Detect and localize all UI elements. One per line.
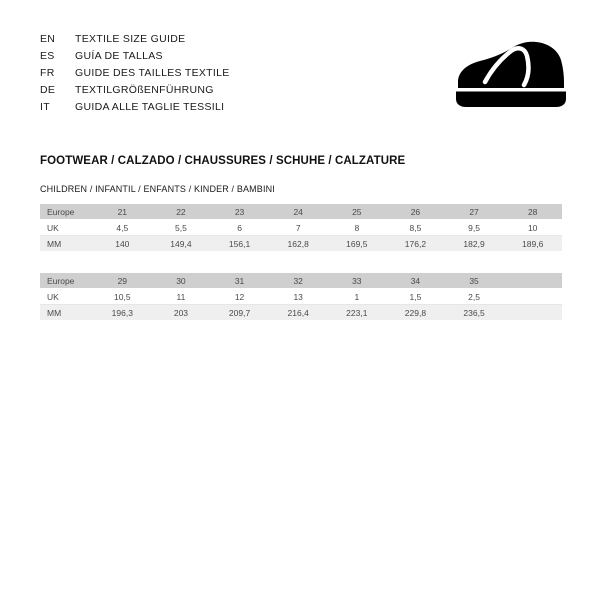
- page-header: EN TEXTILE SIZE GUIDE ES GUÍA DE TALLAS …: [0, 0, 600, 140]
- table-cell: 189,6: [503, 235, 562, 251]
- table-cell: 149,4: [151, 235, 211, 251]
- section-headings: FOOTWEAR / CALZADO / CHAUSSURES / SCHUHE…: [40, 155, 562, 202]
- table-cell: 21: [93, 204, 152, 220]
- table-cell: 8,5: [386, 219, 445, 236]
- table-cell: 140: [93, 235, 152, 251]
- table-cell: 11: [151, 288, 211, 305]
- table-cell: 29: [93, 273, 152, 289]
- language-row-de: DE TEXTILGRÖßENFÜHRUNG: [40, 82, 230, 99]
- table-row: MM 196,3 203 209,7 216,4 223,1 229,8 236…: [40, 304, 562, 320]
- table-cell: 176,2: [386, 235, 445, 251]
- language-code-fr: FR: [40, 67, 55, 79]
- table-cell: 27: [444, 204, 504, 220]
- table-cell: 8: [327, 219, 387, 236]
- table-cell: 9,5: [444, 219, 504, 236]
- table-cell: 22: [151, 204, 211, 220]
- table-cell: 223,1: [327, 304, 387, 320]
- page-title: FOOTWEAR / CALZADO / CHAUSSURES / SCHUHE…: [40, 155, 406, 167]
- table-cell: 1: [327, 288, 387, 305]
- row-label-europe: Europe: [40, 204, 93, 220]
- language-title-list: EN TEXTILE SIZE GUIDE ES GUÍA DE TALLAS …: [40, 31, 230, 116]
- language-title-fr: GUIDE DES TAILLES TEXTILE: [75, 67, 230, 79]
- table-cell: 25: [327, 204, 387, 220]
- table-cell: 4,5: [93, 219, 152, 236]
- language-title-es: GUÍA DE TALLAS: [75, 50, 163, 62]
- language-code-es: ES: [40, 50, 55, 62]
- table-cell: 236,5: [444, 304, 504, 320]
- table-cell: 162,8: [268, 235, 328, 251]
- language-row-fr: FR GUIDE DES TAILLES TEXTILE: [40, 65, 230, 82]
- table-cell: 28: [503, 204, 562, 220]
- table-row: MM 140 149,4 156,1 162,8 169,5 176,2 182…: [40, 235, 562, 251]
- table-row: UK 4,5 5,5 6 7 8 8,5 9,5 10: [40, 219, 562, 236]
- table-cell: 6: [210, 219, 269, 236]
- table-cell: 196,3: [93, 304, 152, 320]
- table-cell: 10,5: [93, 288, 152, 305]
- table-cell: 31: [210, 273, 269, 289]
- table-cell: 7: [268, 219, 328, 236]
- language-code-de: DE: [40, 84, 56, 96]
- table-cell: 24: [268, 204, 328, 220]
- row-label-europe: Europe: [40, 273, 93, 289]
- table-cell: 169,5: [327, 235, 387, 251]
- table-cell: 1,5: [386, 288, 445, 305]
- table-cell-empty: [503, 304, 562, 320]
- row-label-uk: UK: [40, 219, 93, 236]
- language-code-en: EN: [40, 33, 56, 45]
- size-table-21-28: Europe 21 22 23 24 25 26 27 28 UK 4,5 5,…: [40, 204, 562, 251]
- table-cell: 209,7: [210, 304, 269, 320]
- table-cell: 13: [268, 288, 328, 305]
- table-cell: 32: [268, 273, 328, 289]
- row-label-mm: MM: [40, 304, 93, 320]
- table-cell: 33: [327, 273, 387, 289]
- table-cell: 23: [210, 204, 269, 220]
- table-cell: 2,5: [444, 288, 504, 305]
- language-title-it: GUIDA ALLE TAGLIE TESSILI: [75, 101, 225, 113]
- language-title-de: TEXTILGRÖßENFÜHRUNG: [75, 84, 214, 96]
- table-cell: 10: [503, 219, 562, 236]
- table-cell: 5,5: [151, 219, 211, 236]
- size-table-29-35: Europe 29 30 31 32 33 34 35 UK 10,5 11 1…: [40, 273, 562, 320]
- table-cell: 12: [210, 288, 269, 305]
- section-subtitle: CHILDREN / INFANTIL / ENFANTS / KINDER /…: [40, 184, 275, 194]
- table-cell: 35: [444, 273, 504, 289]
- table-cell: 30: [151, 273, 211, 289]
- childrens-shoe-icon: [452, 38, 570, 110]
- row-label-uk: UK: [40, 288, 93, 305]
- table-row: Europe 21 22 23 24 25 26 27 28: [40, 204, 562, 220]
- table-cell-empty: [503, 288, 562, 305]
- table-cell-empty: [503, 273, 562, 289]
- table-row: UK 10,5 11 12 13 1 1,5 2,5: [40, 288, 562, 305]
- table-cell: 182,9: [444, 235, 504, 251]
- language-row-it: IT GUIDA ALLE TAGLIE TESSILI: [40, 99, 230, 116]
- language-row-en: EN TEXTILE SIZE GUIDE: [40, 31, 230, 48]
- table-cell: 34: [386, 273, 445, 289]
- row-label-mm: MM: [40, 235, 93, 251]
- size-tables: Europe 21 22 23 24 25 26 27 28 UK 4,5 5,…: [40, 204, 562, 342]
- table-cell: 203: [151, 304, 211, 320]
- language-title-en: TEXTILE SIZE GUIDE: [75, 33, 186, 45]
- language-code-it: IT: [40, 101, 50, 113]
- table-cell: 216,4: [268, 304, 328, 320]
- language-row-es: ES GUÍA DE TALLAS: [40, 48, 230, 65]
- table-cell: 26: [386, 204, 445, 220]
- table-cell: 229,8: [386, 304, 445, 320]
- table-cell: 156,1: [210, 235, 269, 251]
- table-row: Europe 29 30 31 32 33 34 35: [40, 273, 562, 289]
